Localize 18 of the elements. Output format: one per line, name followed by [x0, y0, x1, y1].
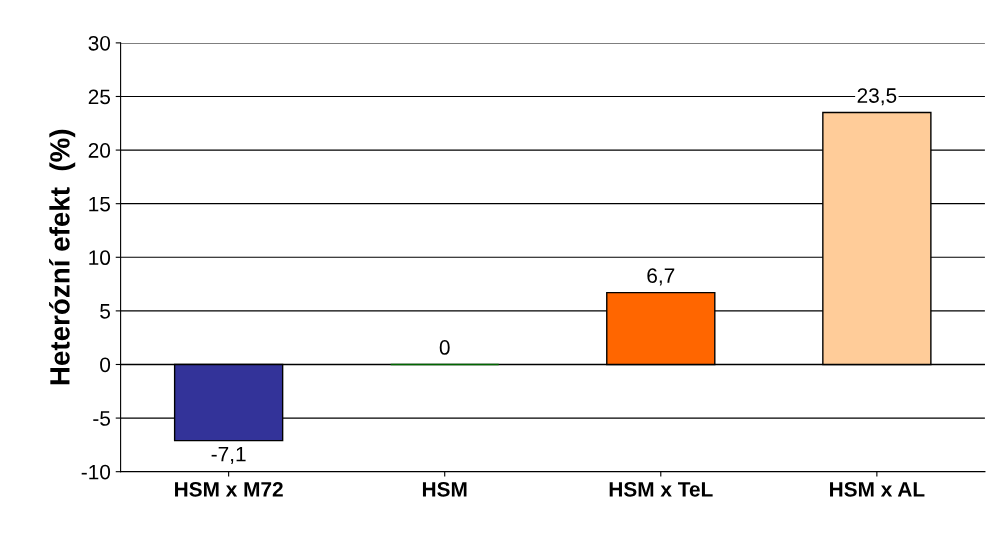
data-label: 6,7 — [647, 268, 675, 286]
data-label: 0 — [439, 340, 450, 355]
data-label: -7,1 — [211, 446, 246, 464]
y-tick-label: -5 — [93, 411, 111, 426]
data-label: 23,5 — [857, 88, 897, 106]
x-tick-label: HSM x TeL — [609, 481, 713, 497]
x-tick-label: HSM x M72 — [175, 481, 283, 497]
y-tick-label: 0 — [100, 357, 111, 373]
y-tick-label: -10 — [81, 464, 111, 480]
x-tick-label: HSM x AL — [830, 481, 925, 497]
y-tick-label: 10 — [89, 250, 111, 266]
y-tick-label: 15 — [89, 196, 111, 212]
y-tick-label: 20 — [88, 143, 111, 158]
y-tick-label: 30 — [88, 35, 111, 51]
x-tick-label: HSM — [422, 481, 467, 497]
y-axis-title: Heterózní efekt (%) — [49, 129, 76, 385]
y-tick-label: 25 — [88, 89, 111, 105]
y-tick-label: 5 — [100, 304, 111, 319]
